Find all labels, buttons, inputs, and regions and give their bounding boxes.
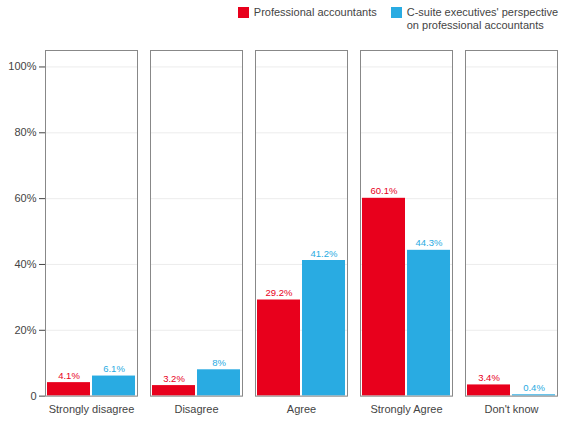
svg-text:3.2%: 3.2% — [163, 373, 185, 384]
svg-text:60.1%: 60.1% — [371, 186, 398, 197]
html-text:Professional accountants: Professional accountants — [253, 6, 377, 18]
svg-text:8%: 8% — [212, 357, 226, 368]
svg-text:Strongly Agree: Strongly Agree — [370, 403, 442, 415]
svg-text:40%: 40% — [14, 258, 36, 270]
svg-text:Disagree: Disagree — [174, 403, 218, 415]
svg-text:0.4%: 0.4% — [523, 382, 545, 393]
svg-text:Strongly disagree: Strongly disagree — [49, 403, 135, 415]
svg-text:0: 0 — [30, 390, 36, 402]
svg-text:41.2%: 41.2% — [311, 248, 338, 259]
svg-text:Don't know: Don't know — [484, 403, 538, 415]
html-text:C-suite executives' perspectiv: C-suite executives' perspective on profe… — [406, 6, 558, 32]
svg-text:100%: 100% — [8, 61, 36, 73]
svg-text:80%: 80% — [14, 127, 36, 139]
svg-text:4.1%: 4.1% — [58, 370, 80, 381]
svg-text:60%: 60% — [14, 193, 36, 205]
svg-text:20%: 20% — [14, 324, 36, 336]
svg-text:6.1%: 6.1% — [103, 363, 125, 374]
svg-text:44.3%: 44.3% — [416, 238, 443, 249]
svg-text:Agree: Agree — [287, 403, 316, 415]
svg-text:29.2%: 29.2% — [266, 287, 293, 298]
svg-text:3.4%: 3.4% — [478, 372, 500, 383]
